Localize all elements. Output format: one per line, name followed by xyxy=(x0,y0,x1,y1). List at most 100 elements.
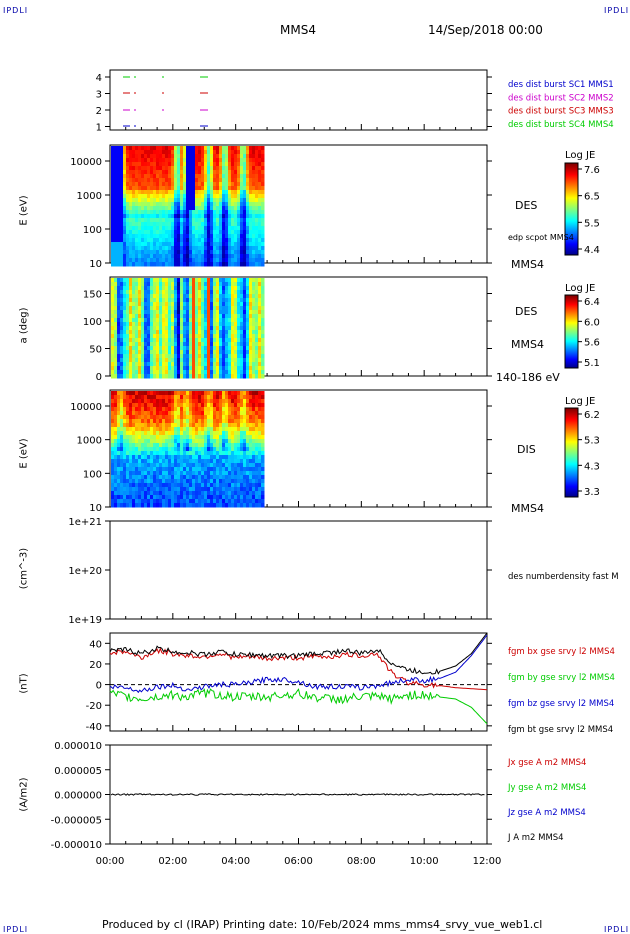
heat-cell xyxy=(174,443,178,448)
heat-cell xyxy=(249,278,253,283)
colorbar-strip xyxy=(565,324,578,326)
heat-cell xyxy=(180,198,184,203)
heat-cell xyxy=(186,495,190,500)
heat-cell xyxy=(132,419,136,424)
heat-cell xyxy=(198,415,202,420)
heat-cell xyxy=(240,479,244,484)
colorbar-strip xyxy=(565,315,578,317)
heat-cell xyxy=(258,150,262,155)
heat-cell xyxy=(201,258,205,263)
ytick-label: 0.000000 xyxy=(54,791,102,802)
heat-cell xyxy=(210,334,214,339)
heat-cell xyxy=(117,399,121,404)
heat-cell xyxy=(117,463,121,468)
heat-cell xyxy=(120,419,124,424)
heat-cell xyxy=(159,282,163,287)
heat-cell xyxy=(147,471,151,476)
heat-cell xyxy=(123,306,127,311)
heat-cell xyxy=(177,290,181,295)
heat-cell xyxy=(201,318,205,323)
colorbar-strip xyxy=(565,456,578,458)
heat-cell xyxy=(111,214,115,219)
heat-cell xyxy=(240,166,244,171)
heat-cell xyxy=(201,158,205,163)
heat-cell xyxy=(252,322,256,327)
heat-cell xyxy=(234,246,238,251)
heat-cell xyxy=(171,407,175,412)
heat-cell xyxy=(180,246,184,251)
heat-cell xyxy=(192,366,196,371)
heat-cell xyxy=(141,495,145,500)
heat-cell xyxy=(216,366,220,371)
heat-cell xyxy=(144,262,148,267)
heat-cell xyxy=(171,318,175,323)
heat-cell xyxy=(174,306,178,311)
heat-cell xyxy=(174,395,178,400)
heatmap-des-energy xyxy=(111,146,265,267)
heat-cell xyxy=(246,419,250,424)
heat-cell xyxy=(138,415,142,420)
heat-cell xyxy=(213,451,217,456)
heat-cell xyxy=(144,487,148,492)
heat-cell xyxy=(249,471,253,476)
heat-cell xyxy=(144,423,148,428)
heat-cell xyxy=(123,238,127,243)
heat-cell xyxy=(126,198,130,203)
heat-cell xyxy=(225,186,229,191)
heat-cell xyxy=(249,491,253,496)
heat-cell xyxy=(123,362,127,367)
heat-cell xyxy=(177,222,181,227)
heat-cell xyxy=(114,338,118,343)
heat-cell xyxy=(171,419,175,424)
heat-cell xyxy=(249,407,253,412)
heat-cell xyxy=(150,206,154,211)
heat-cell xyxy=(222,431,226,436)
heat-cell xyxy=(213,226,217,231)
heat-cell xyxy=(237,407,241,412)
heat-cell xyxy=(201,350,205,355)
heat-cell xyxy=(162,487,166,492)
heat-cell xyxy=(237,459,241,464)
heat-cell xyxy=(231,162,235,167)
heat-cell xyxy=(213,499,217,504)
heat-cell xyxy=(234,399,238,404)
heat-cell xyxy=(156,443,160,448)
heat-cell xyxy=(219,194,223,199)
heat-cell xyxy=(168,495,172,500)
heat-cell xyxy=(135,294,139,299)
heat-cell xyxy=(111,218,115,223)
heat-cell xyxy=(159,238,163,243)
heat-cell xyxy=(261,487,265,492)
heat-cell xyxy=(141,250,145,255)
heat-cell xyxy=(201,399,205,404)
heat-cell xyxy=(261,250,265,255)
heat-cell xyxy=(162,362,166,367)
heat-cell xyxy=(123,403,127,408)
heat-cell xyxy=(246,146,250,151)
colorbar-strip xyxy=(565,166,578,168)
heat-cell xyxy=(159,146,163,151)
colorbar-strip xyxy=(565,215,578,217)
heat-cell xyxy=(177,447,181,452)
heat-cell xyxy=(132,427,136,432)
colorbar-strip xyxy=(565,348,578,350)
colorbar-strip xyxy=(565,462,578,464)
heat-cell xyxy=(198,439,202,444)
heat-cell xyxy=(216,447,220,452)
heat-cell xyxy=(249,475,253,480)
heat-cell xyxy=(144,391,148,396)
heat-cell xyxy=(147,154,151,159)
heat-cell xyxy=(207,190,211,195)
heat-cell xyxy=(228,495,232,500)
heat-cell xyxy=(210,374,214,379)
heat-cell xyxy=(156,178,160,183)
heat-cell xyxy=(258,294,262,299)
heat-cell xyxy=(207,194,211,199)
heat-cell xyxy=(219,374,223,379)
heat-cell xyxy=(222,154,226,159)
heat-cell xyxy=(213,403,217,408)
heat-cell xyxy=(159,475,163,480)
heat-cell xyxy=(159,342,163,347)
heat-cell xyxy=(177,182,181,187)
colorbar-strip xyxy=(565,431,578,433)
